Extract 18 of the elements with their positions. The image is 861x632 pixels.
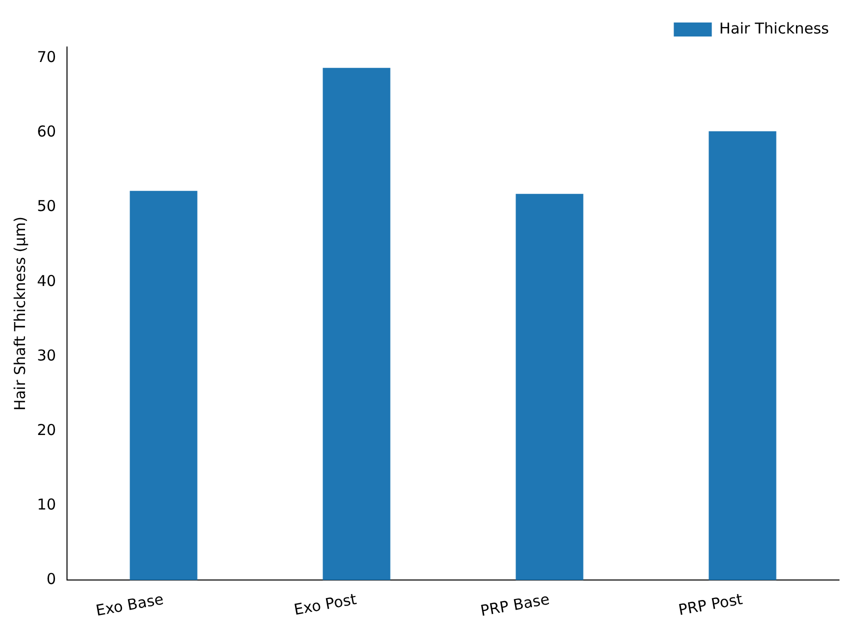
y-tick-label: 10 — [36, 495, 56, 514]
y-axis-title: Hair Shaft Thickness (µm) — [10, 216, 29, 411]
bar — [322, 68, 390, 580]
x-tick-label: Exo Base — [94, 590, 165, 620]
y-tick-label: 40 — [36, 272, 56, 290]
y-tick-label: 0 — [46, 570, 56, 588]
bar — [708, 131, 776, 580]
y-tick-label: 50 — [36, 197, 56, 216]
x-tick-label: PRP Post — [677, 590, 744, 620]
x-tick-label: Exo Post — [292, 590, 358, 619]
y-tick-label: 30 — [36, 346, 56, 364]
x-tick-label: PRP Base — [479, 590, 551, 620]
y-tick-label: 60 — [36, 122, 56, 141]
bar — [516, 194, 584, 580]
y-tick-label: 20 — [36, 420, 56, 439]
legend-label: Hair Thickness — [719, 19, 830, 38]
bar — [130, 190, 198, 580]
y-tick-label: 70 — [36, 48, 56, 66]
